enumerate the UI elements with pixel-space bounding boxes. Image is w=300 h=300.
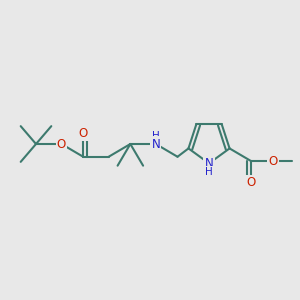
Text: N: N: [205, 157, 213, 170]
Text: H: H: [152, 130, 160, 141]
Text: N: N: [152, 137, 160, 151]
Text: O: O: [247, 176, 256, 189]
Text: O: O: [268, 155, 278, 168]
Text: H: H: [205, 167, 213, 177]
Text: O: O: [57, 137, 66, 151]
Text: O: O: [79, 127, 88, 140]
